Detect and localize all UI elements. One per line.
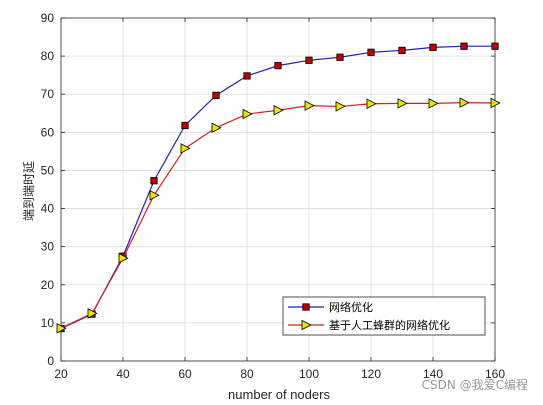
series-2-point (149, 189, 160, 201)
series-2-point (304, 100, 315, 111)
axes-box (60, 17, 496, 362)
y-tick-label: 20 (41, 278, 55, 292)
y-tick-label: 70 (41, 87, 55, 101)
series-1-point (398, 46, 406, 54)
series-1-point (460, 42, 468, 50)
y-tick-label: 90 (41, 11, 55, 25)
legend-marker-2 (301, 319, 312, 331)
x-axis-label: number of noders (228, 387, 330, 402)
x-tick-label: 160 (485, 367, 505, 381)
series-2-point (211, 122, 222, 134)
x-tick-label: 20 (54, 367, 68, 381)
legend-marker-1 (302, 303, 310, 311)
series-2-point (87, 308, 98, 319)
y-tick-label: 10 (41, 316, 55, 330)
series-2 (56, 97, 501, 334)
series-1-point (243, 72, 251, 80)
series-2-point (490, 97, 501, 109)
series-2-point (242, 108, 253, 120)
series-2-point (118, 252, 129, 264)
y-tick-label: 40 (41, 202, 55, 216)
y-tick-label: 0 (47, 354, 54, 368)
series-1-point (212, 91, 220, 99)
series-1-point (336, 53, 344, 61)
series-2-point (459, 97, 470, 108)
series-1-point (274, 62, 282, 70)
series-1-point (181, 121, 189, 130)
watermark: CSDN @我爱C编程 (422, 377, 528, 392)
series-1-point (429, 43, 437, 51)
series-2-point (273, 104, 284, 116)
series-1-point (305, 56, 313, 64)
series-1-point (491, 42, 499, 50)
series (56, 42, 501, 334)
y-tick-label: 50 (41, 163, 55, 177)
series-1-point (367, 48, 375, 56)
y-axis-label: 端到端时延 (22, 161, 36, 221)
series-2-point (56, 322, 67, 334)
x-tick-label: 60 (178, 367, 192, 381)
x-tick-label: 40 (116, 367, 130, 381)
x-tick-label: 120 (361, 367, 381, 381)
grid (61, 18, 495, 361)
series-2-point (428, 98, 439, 109)
series-1-point (150, 177, 158, 185)
axes: 20 40 60 80 100 120 140 160 0 10 20 30 40 50 60 70 80 90 (41, 11, 506, 381)
series-2-point (335, 101, 346, 112)
series-2-point (397, 98, 408, 109)
x-tick-label: 140 (423, 367, 443, 381)
series-2-point (180, 143, 191, 154)
legend-box (282, 296, 486, 336)
legend-label-2: 基于人工蜂群的网络优化 (329, 318, 450, 332)
y-tick-label: 60 (41, 125, 55, 139)
legend-label-1: 网络优化 (329, 300, 373, 314)
y-tick-label: 80 (41, 49, 55, 63)
y-tick-label: 30 (41, 240, 55, 254)
x-tick-label: 100 (299, 367, 319, 381)
x-tick-label: 80 (240, 367, 254, 381)
series-2-point (366, 98, 377, 110)
